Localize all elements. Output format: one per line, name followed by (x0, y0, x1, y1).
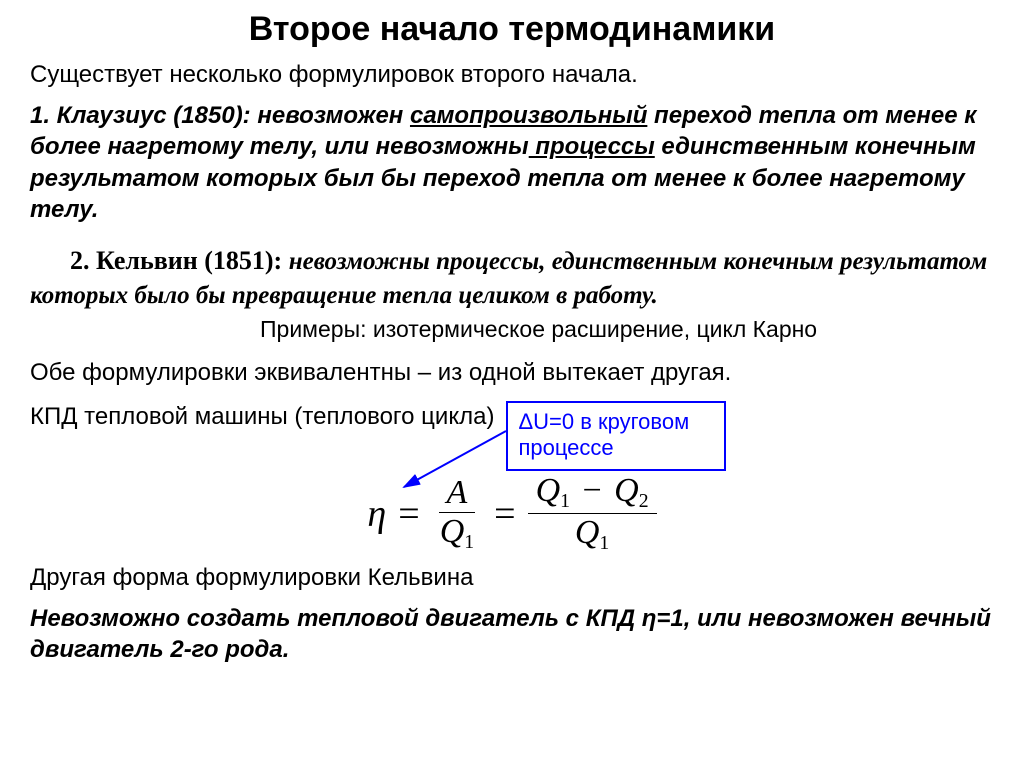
clausius-under2: процессы (529, 133, 655, 160)
clausius-under1: самопроизвольный (410, 102, 647, 129)
clausius-prefix: 1. Клаузиус (1850): (30, 102, 257, 129)
numerator-a: A (439, 475, 476, 513)
frac-q1q2: Q1 − Q2 Q1 (528, 473, 657, 553)
callout-box: ΔU=0 в круговом процессе (506, 401, 726, 472)
q1-sym: Q (440, 513, 465, 550)
page-title: Второе начало термодинамики (30, 10, 994, 49)
kelvin-paragraph: 2. Кельвин (1851): невозможны процессы, … (30, 243, 994, 313)
other-form-text: Другая форма формулировки Кельвина (30, 562, 994, 593)
eq1: = (398, 492, 419, 536)
clausius-p1: невозможен (257, 102, 410, 129)
eq2: = (494, 492, 515, 536)
kpd-row: КПД тепловой машины (теплового цикла) ΔU… (30, 401, 994, 472)
denominator-q1: Q1 (432, 513, 482, 553)
clausius-paragraph: 1. Клаузиус (1850): невозможен самопроиз… (30, 100, 994, 225)
minus-sym: − (578, 472, 605, 509)
slide-root: Второе начало термодинамики Существует н… (0, 0, 1024, 695)
intro-text: Существует несколько формулировок второг… (30, 59, 994, 90)
kelvin-examples: Примеры: изотермическое расширение, цикл… (260, 316, 994, 343)
equivalence-text: Обе формулировки эквивалентны – из одной… (30, 357, 994, 388)
kelvin-prefix: 2. Кельвин (1851): (70, 246, 289, 275)
callout-line2: процессе (518, 435, 714, 461)
callout-line1: ΔU=0 в круговом (518, 409, 714, 435)
q1b-sub: 1 (560, 490, 570, 512)
kpd-label: КПД тепловой машины (теплового цикла) (30, 401, 494, 432)
q2-sub: 2 (639, 490, 649, 512)
conclusion-text: Невозможно создать тепловой двигатель с … (30, 603, 994, 665)
clausius-p3: , или невозможны (311, 133, 528, 160)
q1b-sym: Q (536, 472, 561, 509)
denominator-q1b: Q1 (567, 514, 617, 554)
eta-symbol: η (367, 492, 386, 536)
q1c-sub: 1 (599, 532, 609, 554)
numerator-q1q2: Q1 − Q2 (528, 473, 657, 514)
q1c-sym: Q (575, 514, 600, 551)
q2-sym: Q (614, 472, 639, 509)
frac-aq1: A Q1 (432, 475, 482, 552)
q1-sub: 1 (464, 531, 474, 553)
formula-block: η = A Q1 = Q1 − Q2 Q1 (30, 473, 994, 553)
